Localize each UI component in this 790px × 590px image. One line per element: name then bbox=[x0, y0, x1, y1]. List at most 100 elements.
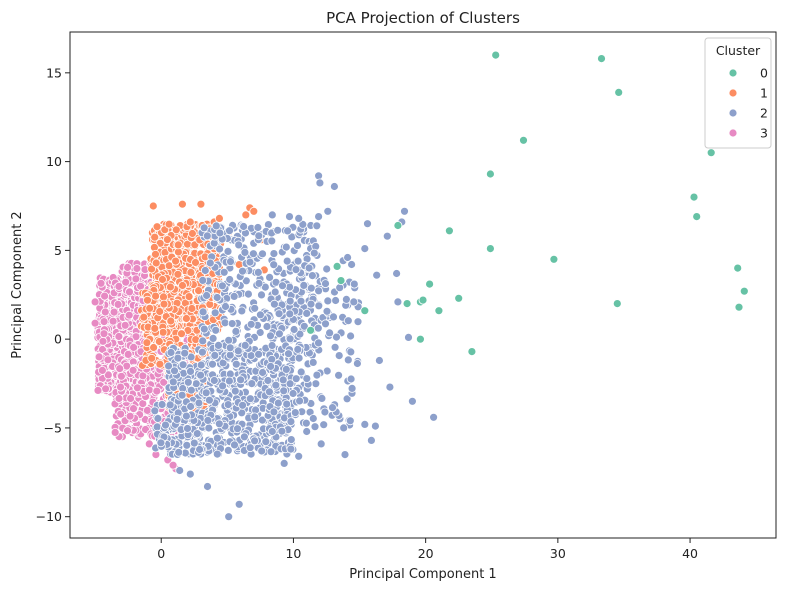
data-point bbox=[266, 331, 275, 341]
data-point bbox=[231, 326, 241, 336]
data-point bbox=[323, 206, 333, 216]
data-point bbox=[263, 376, 273, 385]
data-point bbox=[271, 380, 281, 390]
data-point bbox=[250, 303, 260, 313]
data-point bbox=[267, 354, 277, 364]
data-point bbox=[299, 280, 309, 290]
data-point bbox=[170, 366, 179, 376]
data-point bbox=[151, 249, 160, 259]
data-point bbox=[321, 279, 330, 289]
data-point bbox=[223, 400, 233, 410]
data-point bbox=[360, 244, 370, 254]
y-tick-label: 15 bbox=[46, 65, 62, 80]
data-point bbox=[282, 399, 292, 409]
data-point bbox=[186, 366, 195, 376]
data-point bbox=[328, 403, 337, 413]
data-point bbox=[208, 359, 217, 369]
data-point bbox=[210, 350, 220, 360]
data-point bbox=[393, 297, 403, 307]
data-point bbox=[549, 254, 559, 264]
data-point bbox=[196, 370, 206, 380]
data-point bbox=[285, 296, 295, 306]
data-point bbox=[273, 225, 283, 235]
data-point bbox=[313, 323, 323, 333]
data-point bbox=[229, 291, 239, 301]
data-point bbox=[360, 306, 370, 316]
x-tick-label: 40 bbox=[682, 546, 698, 561]
data-point bbox=[454, 293, 464, 303]
data-point bbox=[109, 307, 119, 317]
points-layer bbox=[90, 50, 749, 522]
data-point bbox=[202, 231, 212, 241]
data-point bbox=[306, 325, 316, 335]
data-point bbox=[308, 414, 318, 423]
data-point bbox=[96, 278, 106, 288]
data-point bbox=[212, 293, 222, 302]
data-point bbox=[168, 460, 178, 470]
data-point bbox=[290, 408, 300, 418]
data-point bbox=[434, 306, 444, 316]
series-0 bbox=[306, 50, 749, 357]
data-point bbox=[692, 212, 702, 222]
data-point bbox=[189, 438, 199, 448]
data-point bbox=[202, 291, 212, 300]
data-point bbox=[153, 414, 163, 423]
data-point bbox=[155, 359, 165, 369]
chart-title: PCA Projection of Clusters bbox=[326, 9, 520, 27]
data-point bbox=[197, 347, 207, 357]
data-point bbox=[285, 282, 295, 292]
data-point bbox=[347, 383, 357, 393]
data-point bbox=[181, 314, 191, 323]
data-point bbox=[187, 229, 197, 238]
data-point bbox=[151, 258, 161, 268]
data-point bbox=[131, 332, 141, 342]
data-point bbox=[217, 281, 227, 291]
data-point bbox=[323, 296, 333, 306]
data-point bbox=[205, 258, 215, 268]
data-point bbox=[250, 436, 260, 446]
data-point bbox=[285, 212, 294, 222]
data-point bbox=[316, 439, 326, 449]
data-point bbox=[240, 340, 250, 350]
data-point bbox=[269, 299, 279, 309]
data-point bbox=[177, 199, 187, 209]
data-point bbox=[132, 264, 142, 273]
y-axis-title: Principal Component 2 bbox=[10, 211, 25, 358]
data-point bbox=[250, 412, 260, 422]
data-point bbox=[306, 299, 316, 309]
data-point bbox=[302, 427, 312, 436]
data-point bbox=[174, 447, 184, 457]
data-point bbox=[243, 289, 253, 299]
data-point bbox=[196, 199, 206, 209]
data-point bbox=[234, 240, 244, 250]
data-point bbox=[322, 306, 332, 316]
data-point bbox=[123, 426, 132, 436]
x-tick-label: 0 bbox=[157, 546, 165, 561]
x-tick-label: 30 bbox=[550, 546, 566, 561]
data-point bbox=[335, 283, 345, 293]
data-point bbox=[171, 256, 181, 266]
data-point bbox=[200, 266, 210, 275]
data-point bbox=[273, 398, 283, 408]
legend-marker bbox=[728, 108, 738, 118]
data-point bbox=[264, 387, 274, 397]
data-point bbox=[485, 244, 495, 254]
data-point bbox=[346, 347, 356, 357]
data-point bbox=[267, 210, 277, 220]
data-point bbox=[159, 299, 169, 309]
data-point bbox=[317, 393, 327, 403]
data-point bbox=[332, 261, 342, 271]
data-point bbox=[166, 316, 176, 326]
data-point bbox=[103, 355, 113, 365]
data-point bbox=[225, 343, 235, 353]
data-point bbox=[370, 421, 380, 431]
data-point bbox=[210, 308, 220, 318]
data-point bbox=[349, 297, 359, 307]
legend-label: 2 bbox=[760, 106, 768, 121]
data-point bbox=[689, 192, 699, 202]
legend-marker bbox=[728, 68, 738, 78]
data-point bbox=[343, 253, 353, 262]
data-point bbox=[165, 400, 175, 410]
data-point bbox=[144, 385, 154, 395]
data-point bbox=[293, 344, 303, 354]
